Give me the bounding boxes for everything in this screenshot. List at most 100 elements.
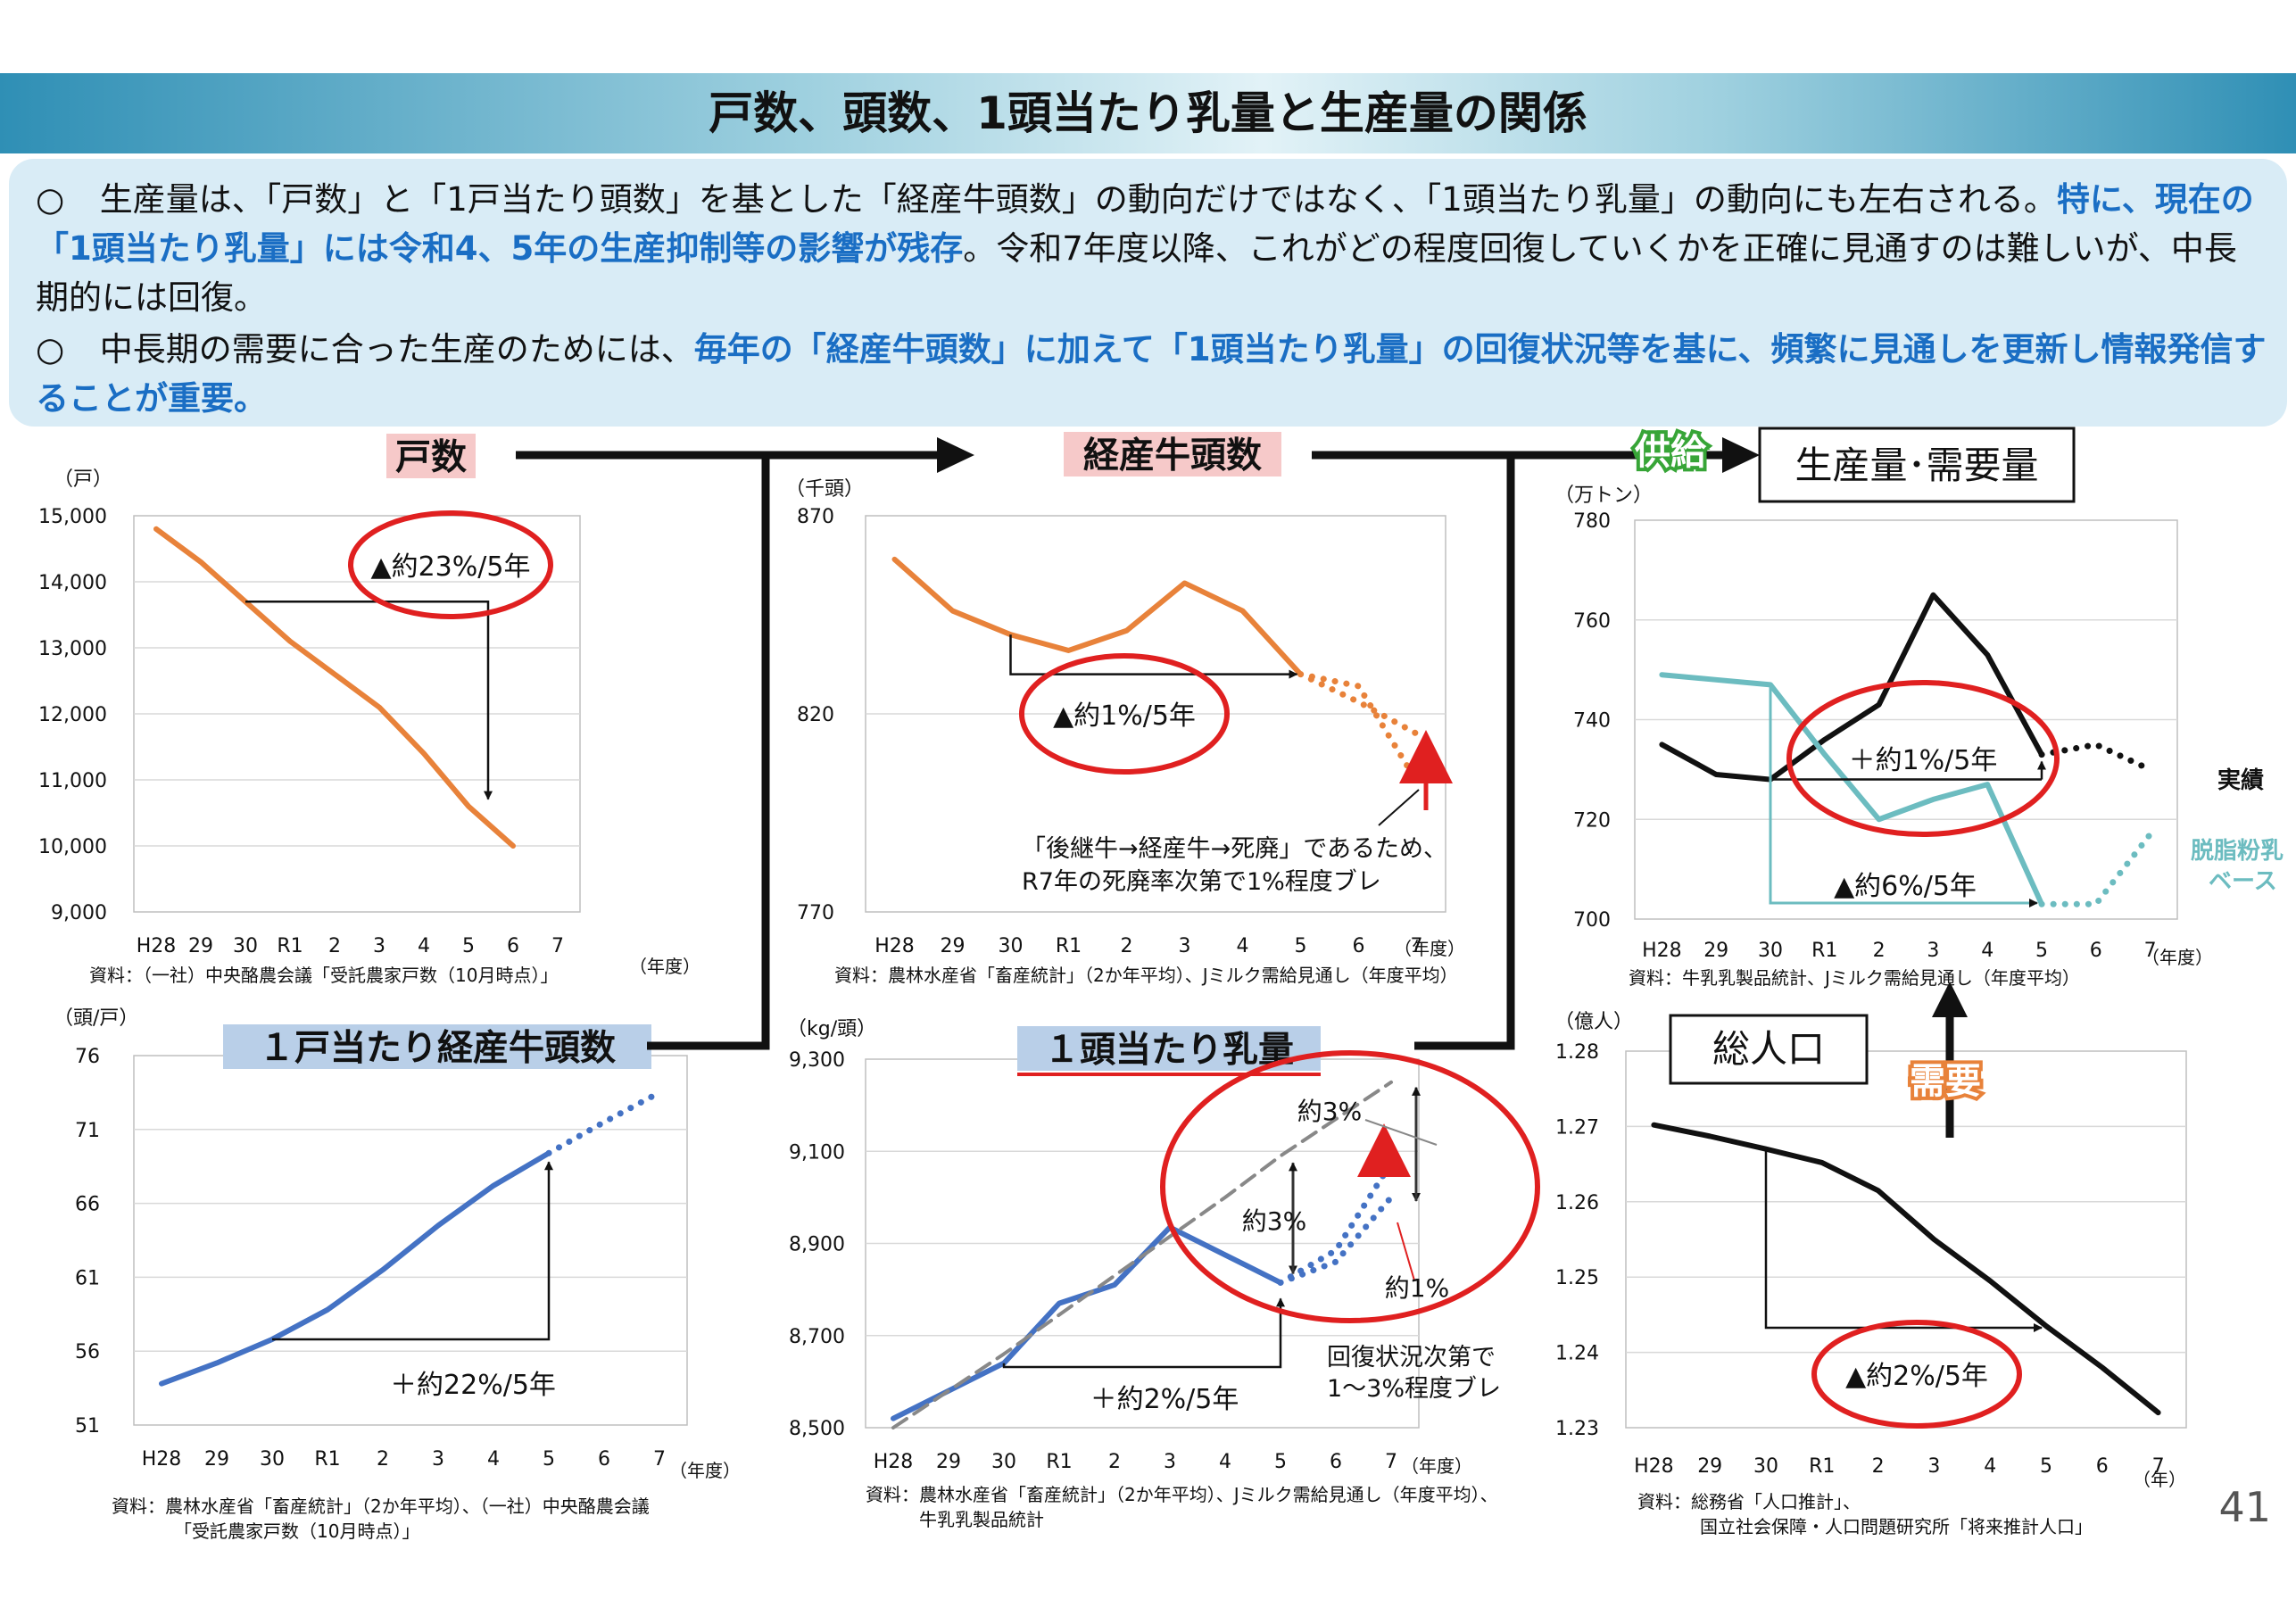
bullet-mark: ○ (36, 180, 65, 219)
x-tick-label: 5 (2040, 1455, 2052, 1478)
x-axis-suffix: （年度） (1394, 938, 1465, 959)
series-line-1 (1277, 1159, 1395, 1286)
chart-source-1: 資料：農林水産省「畜産統計」（2か年平均）、（一社）中央酪農会議 (112, 1496, 650, 1517)
bullet-1-highlight: 特に、現在の「1頭当たり乳量」には令和4、5年の生産抑制等の影響が残存 (36, 180, 2254, 268)
x-tick-label: 6 (507, 935, 519, 957)
chart-source-2: 「受託農家戸数（10月時点）」 (174, 1520, 419, 1542)
x-tick-label: 7 (2152, 1455, 2165, 1478)
gap-label-1: 約3% (1297, 1097, 1362, 1126)
y-tick-label: 780 (1573, 510, 1611, 533)
highlight-ellipse (1786, 680, 2060, 837)
chart-frame-cows (767, 500, 1499, 999)
gap-label-2: 約3% (1242, 1206, 1306, 1236)
x-tick-label: H28 (1642, 940, 1682, 962)
x-tick-label: 6 (2096, 1455, 2109, 1478)
x-tick-label: 29 (1697, 1455, 1722, 1478)
x-tick-label: 30 (260, 1448, 285, 1471)
y-tick-label: 51 (75, 1415, 100, 1438)
y-tick-label: 56 (75, 1341, 100, 1363)
chart-note-1: 「後継牛→経産牛→死廃」であるため、 (1022, 835, 1447, 863)
x-tick-label: 2 (1872, 1455, 1885, 1478)
x-tick-label: R1 (1809, 1455, 1835, 1478)
x-tick-label: 4 (1984, 1455, 1996, 1478)
x-axis-suffix: （年） (2133, 1469, 2186, 1490)
chart-title: 経産牛頭数 (1083, 435, 1262, 476)
x-tick-label: 4 (1981, 940, 1993, 962)
chart-frame-households (36, 500, 730, 999)
y-axis-unit: （億人） (1554, 1011, 1633, 1033)
x-tick-label: 7 (551, 935, 564, 957)
x-tick-label: 5 (1295, 935, 1307, 957)
chart-source: 資料：農林水産省「畜産統計」（2か年平均）、Jミルク需給見通し（年度平均） (834, 965, 1458, 986)
change-bracket (1769, 684, 2038, 907)
series-line-0 (891, 556, 1304, 677)
y-tick-label: 1.28 (1555, 1041, 1599, 1064)
change-annotation: ▲約23%/5年 (371, 551, 531, 583)
x-tick-label: H28 (874, 935, 915, 957)
change-annotation-2: ▲約6%/5年 (1834, 871, 1977, 902)
chart-source-2: 牛乳乳製品統計 (919, 1509, 1044, 1530)
y-tick-label: 700 (1573, 909, 1611, 932)
x-axis-suffix: （年度） (669, 1460, 741, 1481)
y-tick-label: 9,300 (789, 1049, 845, 1072)
flow-arrow-yield (1414, 455, 1515, 1050)
y-axis-unit: （千頭） (785, 478, 864, 501)
change-annotation: ＋約2%/5年 (1090, 1384, 1239, 1415)
x-tick-label: 2 (328, 935, 341, 957)
change-bracket (1002, 1297, 1285, 1369)
series-line-3 (891, 1080, 1393, 1429)
series-line-2 (1277, 1194, 1395, 1286)
series-line-1 (2038, 741, 2154, 773)
legend-skim-1: 脱脂粉乳 (2191, 838, 2284, 865)
x-tick-label: 3 (1179, 935, 1191, 957)
change-bracket (1764, 1148, 2043, 1332)
y-axis-unit: （頭/戸） (54, 1007, 138, 1030)
highlight-ellipse (1019, 653, 1230, 775)
x-axis-suffix: （年度） (629, 956, 700, 977)
x-tick-label: 29 (936, 1451, 961, 1473)
y-tick-label: 13,000 (38, 638, 107, 660)
change-bracket (245, 600, 493, 800)
y-tick-label: 12,000 (38, 704, 107, 726)
y-tick-label: 10,000 (38, 836, 107, 858)
page-title: 戸数、頭数、1頭当たり乳量と生産量の関係 (709, 87, 1587, 139)
chart-frame-yield (767, 1035, 1499, 1535)
series-line-1 (1297, 671, 1420, 784)
x-tick-label: 30 (1758, 940, 1783, 962)
chart-note-2: 1～3%程度ブレ (1327, 1375, 1501, 1403)
chart-title-bg (1064, 432, 1281, 476)
y-axis-unit: （戸） (54, 468, 112, 491)
chart-source: 資料：牛乳乳製品統計、Jミルク需給見通し（年度平均） (1629, 967, 2080, 989)
x-tick-label: 29 (188, 935, 213, 957)
y-tick-label: 71 (75, 1120, 100, 1142)
y-tick-label: 14,000 (38, 572, 107, 594)
flow-arrow-head (1932, 982, 1968, 1017)
chart-yield: 8,500 8,700 8,900 9,100 9,300 H28 29 30 R1 2 3 4 5 6 7… (787, 1018, 1540, 1530)
x-tick-label: 5 (1274, 1451, 1287, 1473)
x-tick-label: 29 (941, 935, 966, 957)
chart-title: 戸数 (395, 436, 467, 477)
series-line-0 (153, 526, 516, 849)
y-tick-label: 8,900 (789, 1234, 845, 1256)
x-tick-label: 4 (1237, 935, 1249, 957)
population-box-label: 総人口 (1712, 1027, 1825, 1071)
chart-source-2: 国立社会保障・人口問題研究所「将来推計人口」 (1700, 1516, 2093, 1537)
y-tick-label: 870 (797, 506, 834, 528)
x-tick-label: R1 (277, 935, 303, 957)
y-tick-label: 15,000 (38, 506, 107, 528)
x-tick-label: 7 (2144, 940, 2157, 962)
x-tick-label: 3 (1927, 1455, 1940, 1478)
y-tick-label: 770 (797, 902, 834, 924)
x-tick-label: 30 (233, 935, 258, 957)
chart-title: １頭当たり乳量 (1044, 1029, 1294, 1070)
x-tick-label: 30 (999, 935, 1024, 957)
highlight-ellipse (348, 510, 553, 619)
x-tick-label: 3 (373, 935, 385, 957)
x-tick-label: 3 (1164, 1451, 1176, 1473)
x-axis-suffix: （年度） (2142, 947, 2213, 968)
y-tick-label: 66 (75, 1194, 100, 1216)
y-tick-label: 740 (1573, 710, 1611, 733)
y-tick-label: 76 (75, 1046, 100, 1068)
series-line-0 (159, 1150, 551, 1387)
y-tick-label: 1.23 (1555, 1418, 1599, 1440)
